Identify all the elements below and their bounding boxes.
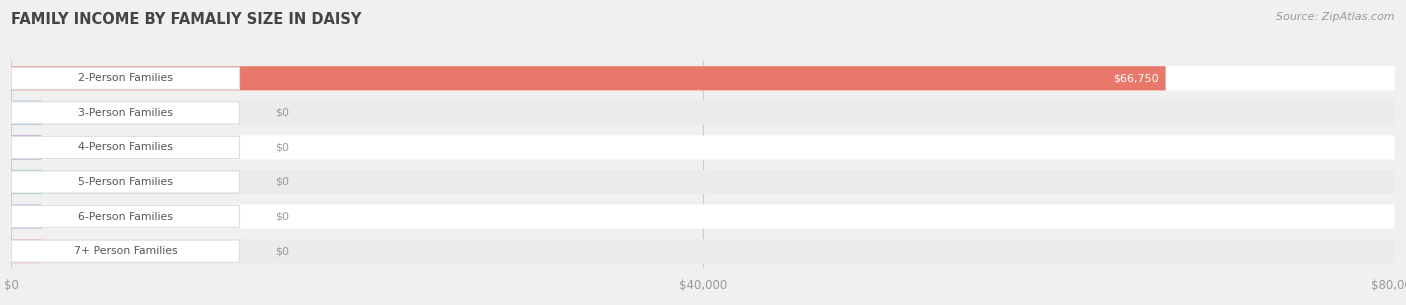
FancyBboxPatch shape (11, 102, 239, 124)
FancyBboxPatch shape (11, 170, 42, 194)
Text: 2-Person Families: 2-Person Families (77, 73, 173, 83)
FancyBboxPatch shape (11, 66, 1395, 90)
Text: 3-Person Families: 3-Person Families (77, 108, 173, 118)
Text: FAMILY INCOME BY FAMALIY SIZE IN DAISY: FAMILY INCOME BY FAMALIY SIZE IN DAISY (11, 12, 361, 27)
Text: $0: $0 (276, 177, 290, 187)
FancyBboxPatch shape (11, 204, 42, 229)
Text: $0: $0 (276, 212, 290, 221)
FancyBboxPatch shape (11, 239, 42, 263)
FancyBboxPatch shape (11, 240, 239, 262)
FancyBboxPatch shape (11, 204, 1395, 229)
Text: 5-Person Families: 5-Person Families (77, 177, 173, 187)
FancyBboxPatch shape (11, 66, 1166, 90)
FancyBboxPatch shape (11, 170, 1395, 194)
FancyBboxPatch shape (11, 67, 239, 89)
FancyBboxPatch shape (11, 135, 1395, 160)
FancyBboxPatch shape (11, 101, 42, 125)
Text: 6-Person Families: 6-Person Families (77, 212, 173, 221)
FancyBboxPatch shape (11, 206, 239, 228)
Text: 7+ Person Families: 7+ Person Families (73, 246, 177, 256)
FancyBboxPatch shape (11, 135, 42, 160)
FancyBboxPatch shape (11, 239, 1395, 263)
Text: $0: $0 (276, 246, 290, 256)
Text: Source: ZipAtlas.com: Source: ZipAtlas.com (1277, 12, 1395, 22)
Text: $66,750: $66,750 (1114, 73, 1159, 83)
Text: 4-Person Families: 4-Person Families (77, 142, 173, 152)
Text: $0: $0 (276, 108, 290, 118)
FancyBboxPatch shape (11, 136, 239, 159)
Text: $0: $0 (276, 142, 290, 152)
FancyBboxPatch shape (11, 101, 1395, 125)
FancyBboxPatch shape (11, 171, 239, 193)
